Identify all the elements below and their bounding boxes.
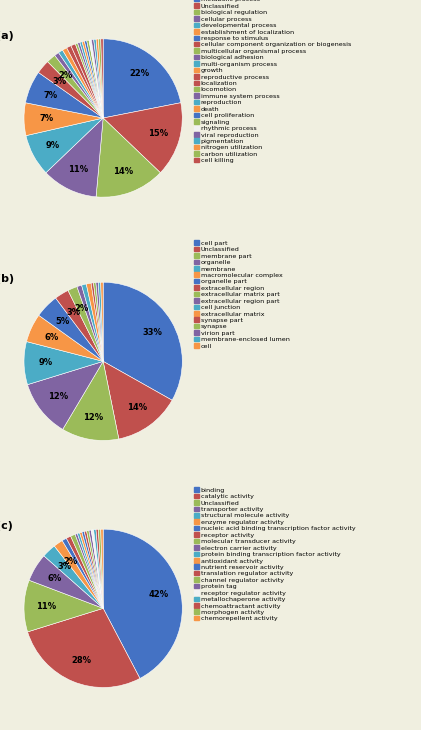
Wedge shape (87, 531, 103, 608)
Wedge shape (75, 534, 103, 608)
Wedge shape (91, 530, 103, 608)
Wedge shape (99, 529, 103, 608)
Text: (c): (c) (0, 521, 13, 531)
Text: 22%: 22% (129, 69, 149, 79)
Wedge shape (91, 39, 103, 118)
Text: 12%: 12% (83, 413, 104, 422)
Text: (a): (a) (0, 31, 14, 41)
Wedge shape (93, 283, 103, 361)
Wedge shape (71, 44, 103, 118)
Text: 2%: 2% (74, 304, 88, 313)
Wedge shape (46, 118, 103, 197)
Wedge shape (75, 43, 103, 118)
Wedge shape (82, 531, 103, 608)
Wedge shape (98, 283, 103, 361)
Text: 3%: 3% (66, 308, 80, 318)
Wedge shape (67, 536, 103, 608)
Wedge shape (101, 529, 103, 608)
Text: 3%: 3% (57, 562, 71, 572)
Text: 42%: 42% (149, 590, 168, 599)
Text: 9%: 9% (46, 140, 60, 150)
Wedge shape (101, 283, 103, 361)
Wedge shape (91, 283, 103, 361)
Text: 6%: 6% (47, 575, 61, 583)
Text: 14%: 14% (113, 167, 133, 176)
Wedge shape (82, 41, 103, 118)
Wedge shape (96, 283, 103, 361)
Text: 6%: 6% (44, 333, 59, 342)
Wedge shape (24, 580, 103, 632)
Wedge shape (63, 361, 119, 440)
Wedge shape (55, 53, 103, 118)
Text: 15%: 15% (148, 129, 168, 139)
Text: 2%: 2% (59, 71, 73, 80)
Text: 7%: 7% (44, 91, 58, 100)
Wedge shape (94, 39, 103, 118)
Wedge shape (82, 284, 103, 361)
Text: 2%: 2% (64, 557, 78, 566)
Text: 11%: 11% (36, 602, 56, 611)
Wedge shape (26, 118, 103, 173)
Text: 5%: 5% (55, 317, 69, 326)
Wedge shape (103, 283, 182, 400)
Wedge shape (77, 42, 103, 118)
Text: 28%: 28% (71, 656, 91, 666)
Wedge shape (103, 103, 182, 173)
Wedge shape (29, 556, 103, 608)
Wedge shape (93, 529, 103, 608)
Wedge shape (103, 529, 182, 678)
Wedge shape (28, 608, 140, 688)
Wedge shape (27, 315, 103, 361)
Text: (b): (b) (0, 274, 14, 284)
Wedge shape (77, 285, 103, 361)
Wedge shape (96, 118, 160, 197)
Wedge shape (24, 103, 103, 136)
Wedge shape (59, 50, 103, 118)
Wedge shape (84, 41, 103, 118)
Wedge shape (63, 47, 103, 118)
Wedge shape (54, 541, 103, 608)
Wedge shape (38, 61, 103, 118)
Wedge shape (89, 39, 103, 118)
Wedge shape (77, 533, 103, 608)
Wedge shape (67, 46, 103, 118)
Wedge shape (24, 342, 103, 385)
Wedge shape (44, 546, 103, 608)
Text: 9%: 9% (39, 358, 53, 367)
Text: 7%: 7% (39, 115, 53, 123)
Legend: binding, catalytic activity, Unclassified, transporter activity, structural mole: binding, catalytic activity, Unclassifie… (194, 487, 356, 622)
Text: 12%: 12% (48, 392, 69, 401)
Text: 11%: 11% (68, 165, 88, 174)
Wedge shape (27, 361, 103, 429)
Text: 33%: 33% (142, 328, 162, 337)
Wedge shape (101, 39, 103, 118)
Wedge shape (103, 361, 172, 439)
Wedge shape (26, 72, 103, 118)
Wedge shape (80, 532, 103, 608)
Wedge shape (62, 538, 103, 608)
Legend: cell part, Unclassified, membrane part, organelle, membrane, macromolecular comp: cell part, Unclassified, membrane part, … (194, 239, 290, 350)
Legend: metabolic process, Unclassified, biological regulation, cellular process, develo: metabolic process, Unclassified, biologi… (194, 0, 352, 164)
Wedge shape (71, 534, 103, 608)
Wedge shape (99, 39, 103, 118)
Wedge shape (48, 55, 103, 118)
Text: 14%: 14% (127, 403, 147, 412)
Wedge shape (103, 39, 181, 118)
Wedge shape (56, 291, 103, 361)
Wedge shape (96, 39, 103, 118)
Wedge shape (39, 298, 103, 361)
Wedge shape (87, 40, 103, 118)
Wedge shape (89, 530, 103, 608)
Text: 3%: 3% (53, 77, 67, 85)
Wedge shape (68, 287, 103, 361)
Wedge shape (84, 531, 103, 608)
Wedge shape (86, 283, 103, 361)
Wedge shape (96, 529, 103, 608)
Wedge shape (80, 42, 103, 118)
